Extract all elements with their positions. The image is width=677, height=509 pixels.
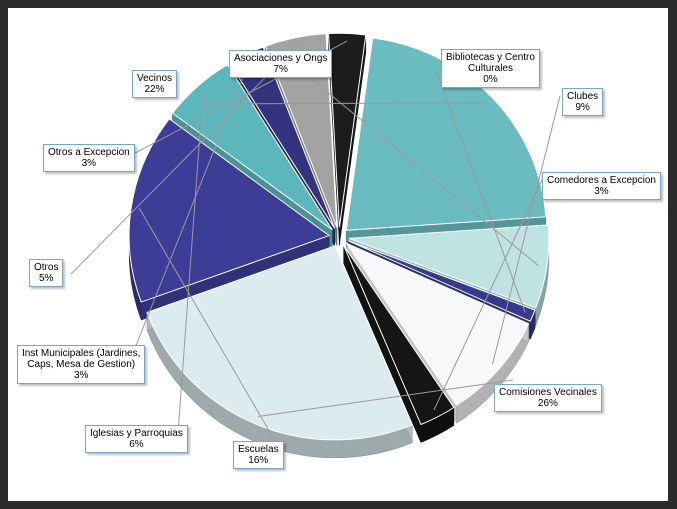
callout-line: 3% [81, 158, 97, 169]
pie-slice-clubes [345, 242, 530, 406]
callout-line: Escuelas [238, 444, 279, 455]
callout-line: Comisiones Vecinales [499, 387, 597, 398]
callout-line: 6% [129, 439, 144, 450]
callout-line: 3% [594, 186, 609, 197]
leader-line [138, 207, 279, 447]
callout-line: Culturales [467, 63, 513, 74]
leader-line [435, 70, 526, 313]
pie-slice-otros [264, 33, 338, 228]
callout-asociaciones: Asociaciones y Ongs 7% [229, 50, 333, 78]
callout-comedores: Comedores a Excepcion 3% [542, 172, 661, 200]
callout-line: 0% [483, 74, 498, 85]
callout-bibliotecas: Bibliotecas y Centro Culturales 0% [441, 49, 540, 88]
pie-slice-comisiones-vecinales [146, 245, 413, 441]
callout-line: 7% [273, 64, 288, 75]
callout-line: Asociaciones y Ongs [234, 53, 328, 64]
leader-line [433, 179, 543, 411]
leader-line [257, 379, 514, 418]
chart-frame: Asociaciones y Ongs 7% Bibliotecas y Cen… [8, 8, 668, 501]
pie-slice-otros-a-excepcion [328, 32, 367, 228]
pie-slice-iglesias-y-parroquias [171, 63, 333, 231]
leader-line [130, 61, 251, 359]
callout-vecinos: Vecinos 22% [132, 70, 178, 98]
pie-chart [70, 32, 561, 459]
pie-slice-vecinos [345, 37, 547, 231]
callout-otros: Otros 5% [29, 259, 64, 287]
callout-line: Otros a Excepcion [48, 147, 130, 158]
callout-line: 26% [537, 398, 558, 409]
callout-inst-municipales: Inst Municipales (Jardines, Caps, Mesa d… [17, 345, 146, 384]
callout-line: 16% [248, 455, 269, 466]
callout-line: Vecinos [137, 73, 173, 84]
callout-otros-excepcion: Otros a Excepcion 3% [43, 144, 135, 172]
callout-line: Otros [34, 262, 59, 273]
callout-escuelas: Escuelas 16% [233, 441, 284, 469]
callout-iglesias: Iglesias y Parroquias 6% [85, 425, 188, 453]
leader-line [70, 45, 298, 275]
callout-line: Iglesias y Parroquias [90, 428, 183, 439]
leader-line [177, 92, 204, 434]
callout-line: Clubes [567, 91, 599, 102]
callout-comisiones: Comisiones Vecinales 26% [494, 384, 602, 412]
pie-slice-bibliotecas-y-centro-culturales [348, 240, 536, 322]
callout-line: Caps, Mesa de Gestion) [27, 359, 136, 370]
callout-line: 3% [73, 370, 89, 381]
callout-line: 5% [39, 273, 54, 284]
leader-line [491, 95, 561, 365]
callout-line: Bibliotecas y Centro [446, 52, 535, 63]
callout-line: 9% [575, 102, 590, 113]
leader-line [297, 67, 540, 267]
leader-line [203, 102, 487, 105]
callout-line: Comedores a Excepcion [547, 175, 656, 186]
pie-slice-asociaciones-y-ongs [348, 224, 550, 309]
pie-slice-comedores-a-excepcion [343, 245, 455, 426]
callout-line: 22% [144, 84, 165, 95]
callout-line: Inst Municipales (Jardines, [22, 348, 141, 359]
callout-clubes: Clubes 9% [562, 88, 604, 116]
